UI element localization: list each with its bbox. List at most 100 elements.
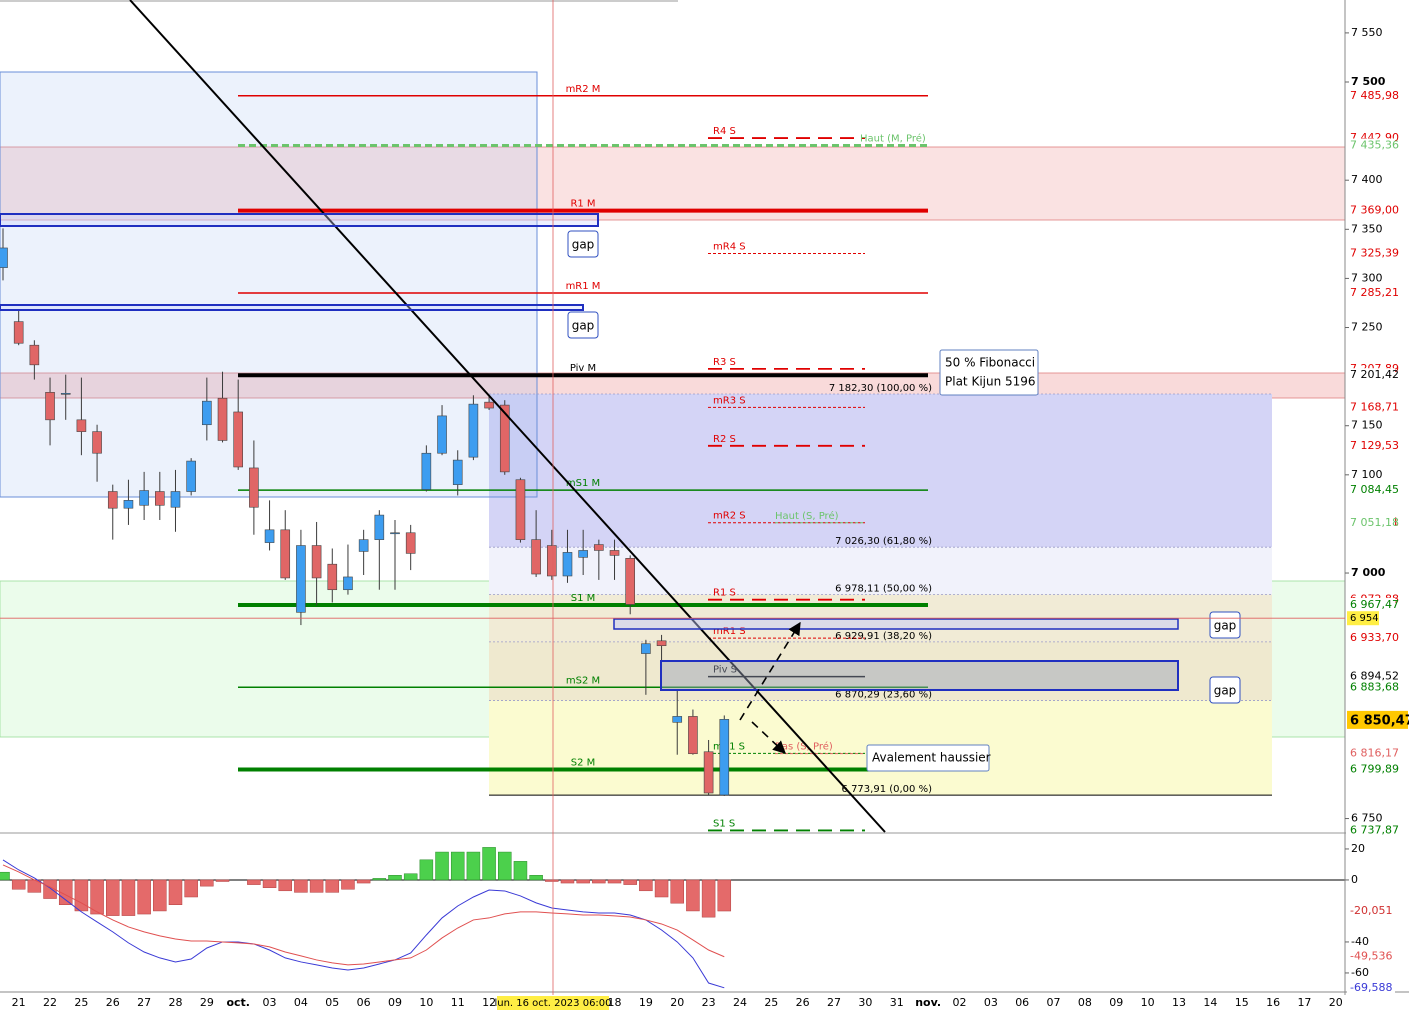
x-tick-label: 23 [702, 996, 716, 1009]
candle-body [672, 716, 683, 723]
y-tick-label: 7 150 [1351, 419, 1383, 432]
level-tag: 6 894,52 [1350, 670, 1399, 683]
candle-body [484, 401, 494, 409]
level-tag: 7 051,18 [1350, 516, 1399, 529]
x-tick-label: 15 [1235, 996, 1249, 1009]
level-name: S2 M [571, 758, 596, 769]
candle-body [92, 431, 102, 454]
fib-label: 6 929,91 (38,20 %) [835, 631, 932, 642]
x-tick-label: 21 [12, 996, 26, 1009]
level-tag: 7 285,21 [1350, 286, 1399, 299]
histogram-bar [43, 879, 57, 899]
candle-body [107, 491, 118, 509]
histogram-bar [450, 851, 465, 881]
candle-body [76, 419, 87, 432]
range-box [0, 71, 538, 498]
candle-body [217, 397, 228, 441]
gap-label-box [567, 230, 599, 258]
x-tick-label: 24 [733, 996, 747, 1009]
histogram-bar [498, 851, 512, 881]
candle-body [374, 514, 385, 540]
histogram-bar [168, 879, 183, 906]
x-tick-label: 27 [137, 996, 151, 1009]
level-tag-bg [1347, 746, 1395, 760]
level-tag-bg [1347, 400, 1395, 414]
histogram-bar [153, 879, 167, 912]
candle-body [499, 404, 510, 473]
y-tick-label: -60 [1351, 966, 1369, 979]
candle-body [546, 545, 557, 577]
fib-label: 6 870,29 (23,60 %) [835, 689, 932, 700]
level-tag: 7 168,71 [1350, 400, 1399, 413]
fibonacci-zones [489, 394, 1272, 796]
arrow [751, 721, 786, 754]
x-tick-label: 03 [984, 996, 998, 1009]
candle-body [656, 640, 667, 647]
last-price: 6 850,47 [1350, 713, 1409, 728]
level-name: mR2 M [566, 84, 601, 95]
x-tick-label: 20 [1329, 996, 1343, 1009]
overlays: gap gap gap gap 50 % Fibonacci Plat Kiju… [0, 0, 1241, 833]
x-tick-label: 03 [263, 996, 277, 1009]
level-tag-bg [1347, 438, 1395, 452]
level-tag-bg [1347, 368, 1395, 382]
level-tag: 7 084,45 [1350, 483, 1399, 496]
x-tick-label: 18 [608, 996, 622, 1009]
histogram-bar [592, 879, 606, 884]
histogram-bar [560, 879, 575, 884]
candle-body [123, 500, 134, 509]
gap-label-box [1209, 676, 1241, 704]
histogram-bar [200, 879, 214, 887]
x-tick-label: nov. [915, 996, 941, 1009]
x-tick-label: 07 [1047, 996, 1061, 1009]
candle-body [719, 719, 730, 796]
gap-label-box [567, 311, 599, 339]
histogram-bar [372, 878, 387, 881]
level-name: R3 S [713, 357, 736, 368]
histogram-bar [466, 851, 481, 881]
level-name: mR3 S [713, 395, 746, 406]
x-tick-label: 28 [168, 996, 182, 1009]
x-tick-label: 04 [294, 996, 308, 1009]
level-tag: 7 201,42 [1350, 368, 1399, 381]
level-tag: 7 325,39 [1350, 246, 1399, 259]
level-tag: 6 967,47 [1350, 598, 1399, 611]
candle-body [249, 467, 259, 508]
x-tick-label: 06 [357, 996, 371, 1009]
level-name: mS2 M [566, 675, 600, 686]
level-tag-bg [1347, 88, 1395, 102]
x-tick-label: oct. [226, 996, 250, 1009]
level-name: R4 S [713, 126, 736, 137]
level-tag: 6 799,89 [1350, 763, 1399, 776]
candle-body [264, 529, 275, 543]
candle-body [29, 344, 40, 366]
candle-body [296, 545, 306, 613]
level-tag-bg [1347, 762, 1395, 776]
histogram-bar [294, 879, 308, 893]
x-tick-label: 26 [796, 996, 810, 1009]
histogram-bar [607, 879, 622, 884]
candle-body [280, 529, 291, 579]
histogram-bar [74, 879, 89, 912]
candle-body [562, 552, 573, 577]
level-name: mR2 S [713, 511, 746, 522]
note-box [939, 349, 1039, 396]
crosshair-price: 6 954 [1350, 613, 1379, 624]
fib-zone [489, 547, 1272, 595]
candle-body [170, 491, 181, 508]
x-tick-label: 25 [764, 996, 778, 1009]
candle-body [311, 545, 322, 579]
level-tag-bg [1347, 669, 1395, 683]
x-tick-label: 19 [639, 996, 653, 1009]
macd-tag-bg [1347, 949, 1395, 963]
level-name: R1 S [713, 588, 736, 599]
histogram-bar [701, 879, 716, 918]
x-tick-label: 31 [890, 996, 904, 1009]
candle-body [703, 751, 714, 794]
candle-body [139, 490, 149, 506]
levels: 7 182,30 (100,00 %) 7 026,30 (61,80 %) 6 9… [238, 84, 1272, 832]
histogram-bar [184, 879, 198, 898]
histogram-bar [654, 879, 669, 898]
x-tick-label: 30 [858, 996, 872, 1009]
